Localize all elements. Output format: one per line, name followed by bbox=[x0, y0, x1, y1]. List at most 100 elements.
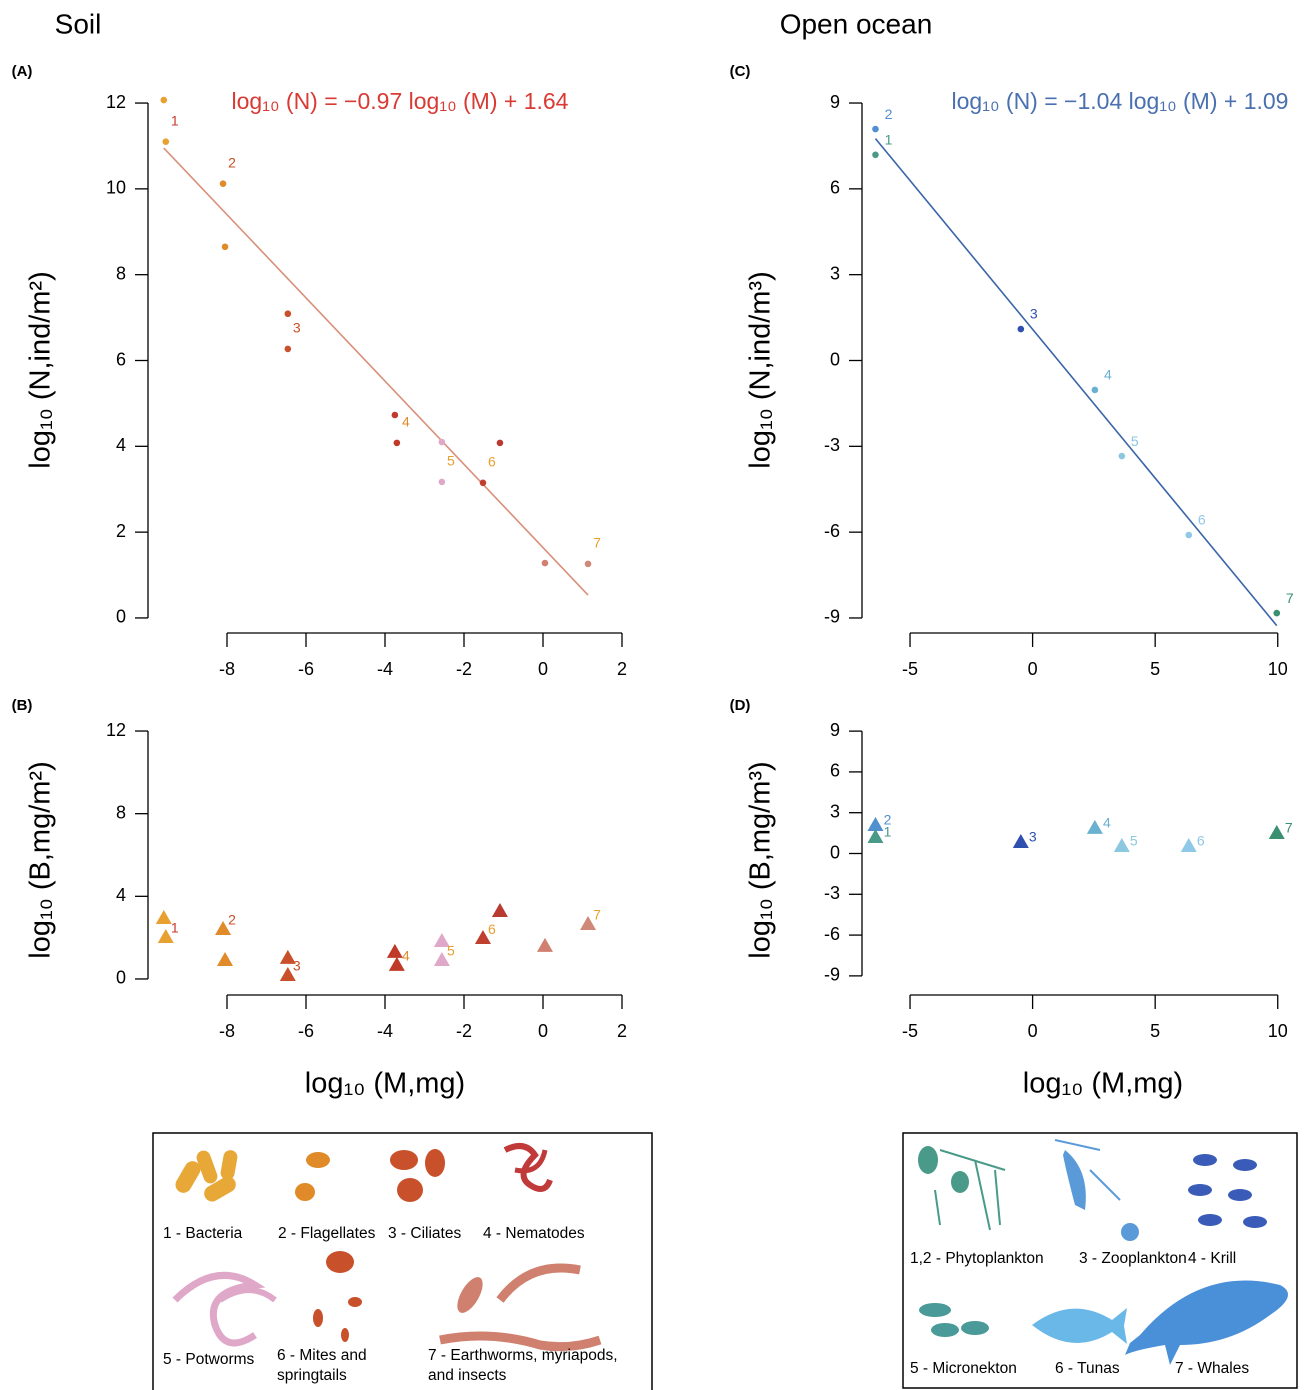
point-label: 7 bbox=[1285, 820, 1293, 836]
x-tick-label: -4 bbox=[377, 659, 393, 679]
point bbox=[438, 478, 446, 486]
ocean-icons bbox=[918, 1139, 1288, 1365]
y-tick-label: -6 bbox=[824, 924, 840, 944]
point bbox=[1118, 452, 1126, 460]
x-tick-label: 10 bbox=[1268, 1021, 1288, 1041]
equation: log₁₀ (N) = −0.97 log₁₀ (M) + 1.64 bbox=[232, 88, 569, 114]
y-tick-label: 3 bbox=[830, 263, 840, 283]
legend-label: and insects bbox=[428, 1367, 507, 1384]
point-label: 5 bbox=[447, 943, 455, 959]
point bbox=[160, 96, 168, 104]
x-tick-label: 0 bbox=[538, 1021, 548, 1041]
point-label: 1 bbox=[171, 920, 179, 936]
y-tick-label: 9 bbox=[830, 720, 840, 740]
point bbox=[162, 138, 170, 145]
x-axis-title: log₁₀ (M,mg) bbox=[1023, 1068, 1183, 1100]
point-label: 5 bbox=[1131, 433, 1139, 449]
point bbox=[1268, 824, 1285, 839]
point-label: 3 bbox=[1029, 829, 1037, 845]
point bbox=[1012, 833, 1029, 848]
point bbox=[491, 902, 508, 917]
panel-label: (B) bbox=[12, 697, 33, 714]
point-label: 2 bbox=[884, 812, 892, 828]
y-tick-label: 10 bbox=[106, 178, 126, 198]
point bbox=[536, 937, 553, 952]
ocean-legend-box bbox=[902, 1132, 1298, 1389]
point-label: 6 bbox=[1197, 833, 1205, 849]
y-tick-label: 0 bbox=[116, 607, 126, 627]
legend-label: 7 - Whales bbox=[1175, 1360, 1249, 1377]
x-tick-label: -6 bbox=[298, 659, 314, 679]
point bbox=[388, 956, 405, 971]
legend-label: 3 - Zooplankton bbox=[1079, 1250, 1187, 1267]
point-label: 2 bbox=[228, 912, 236, 928]
point bbox=[479, 479, 487, 487]
point-label: 1 bbox=[884, 824, 892, 840]
legend-label: 5 - Potworms bbox=[163, 1351, 255, 1368]
point bbox=[541, 559, 549, 567]
y-tick-label: 6 bbox=[116, 349, 126, 369]
point bbox=[580, 916, 597, 931]
point-label: 6 bbox=[488, 921, 496, 937]
y-tick-label: 0 bbox=[116, 968, 126, 988]
y-tick-label: 6 bbox=[830, 761, 840, 781]
x-tick-label: -2 bbox=[456, 1021, 472, 1041]
y-tick-label: 0 bbox=[830, 842, 840, 862]
x-tick-label: -4 bbox=[377, 1021, 393, 1041]
point-label: 1 bbox=[885, 132, 893, 148]
point bbox=[1180, 838, 1197, 853]
x-tick-label: 2 bbox=[617, 1021, 627, 1041]
soil-title: Soil bbox=[55, 8, 102, 39]
point bbox=[433, 932, 450, 947]
point-label: 2 bbox=[885, 106, 893, 122]
x-tick-label: 2 bbox=[617, 659, 627, 679]
y-tick-label: 4 bbox=[116, 435, 126, 455]
point bbox=[1113, 838, 1130, 853]
y-axis-title: log₁₀ (B,mg/m³) bbox=[745, 761, 777, 958]
point bbox=[1273, 609, 1281, 617]
equation: log₁₀ (N) = −1.04 log₁₀ (M) + 1.09 bbox=[952, 88, 1289, 114]
y-tick-label: 3 bbox=[830, 801, 840, 821]
point bbox=[438, 438, 446, 446]
legend-label: 6 - Mites and bbox=[277, 1347, 367, 1364]
legend-label: springtails bbox=[277, 1367, 347, 1384]
x-tick-label: 5 bbox=[1150, 659, 1160, 679]
x-tick-label: 0 bbox=[538, 659, 548, 679]
legend-label: 2 - Flagellates bbox=[278, 1225, 376, 1242]
x-tick-label: -2 bbox=[456, 659, 472, 679]
panel-label: (C) bbox=[730, 63, 751, 80]
point-label: 3 bbox=[1030, 306, 1038, 322]
point-label: 4 bbox=[402, 414, 410, 430]
y-tick-label: -9 bbox=[824, 607, 840, 627]
fit-line bbox=[163, 147, 589, 596]
legend-label: 5 - Micronekton bbox=[910, 1360, 1017, 1377]
x-tick-label: -6 bbox=[298, 1021, 314, 1041]
point bbox=[391, 411, 399, 419]
point bbox=[219, 180, 227, 188]
legend-label: 6 - Tunas bbox=[1055, 1360, 1120, 1377]
legend-label: 7 - Earthworms, myriapods, bbox=[428, 1347, 618, 1364]
point bbox=[867, 829, 884, 844]
point bbox=[393, 439, 401, 447]
point bbox=[1091, 386, 1099, 394]
x-tick-label: 10 bbox=[1268, 659, 1288, 679]
point bbox=[217, 951, 234, 966]
point bbox=[279, 967, 296, 982]
point-label: 5 bbox=[447, 453, 455, 469]
point-label: 3 bbox=[293, 320, 301, 336]
point-label: 4 bbox=[402, 948, 410, 964]
point-label: 3 bbox=[293, 958, 301, 974]
point bbox=[155, 910, 172, 925]
point bbox=[584, 560, 592, 568]
y-tick-label: -6 bbox=[824, 521, 840, 541]
point bbox=[872, 151, 879, 159]
point bbox=[386, 943, 403, 958]
y-tick-label: 9 bbox=[830, 92, 840, 112]
y-tick-label: 12 bbox=[106, 92, 126, 112]
y-tick-label: 4 bbox=[116, 885, 126, 905]
x-tick-label: -8 bbox=[219, 659, 235, 679]
legend-label: 1,2 - Phytoplankton bbox=[910, 1250, 1044, 1267]
point bbox=[1185, 531, 1193, 539]
fit-line bbox=[874, 138, 1278, 627]
point bbox=[1086, 819, 1103, 834]
